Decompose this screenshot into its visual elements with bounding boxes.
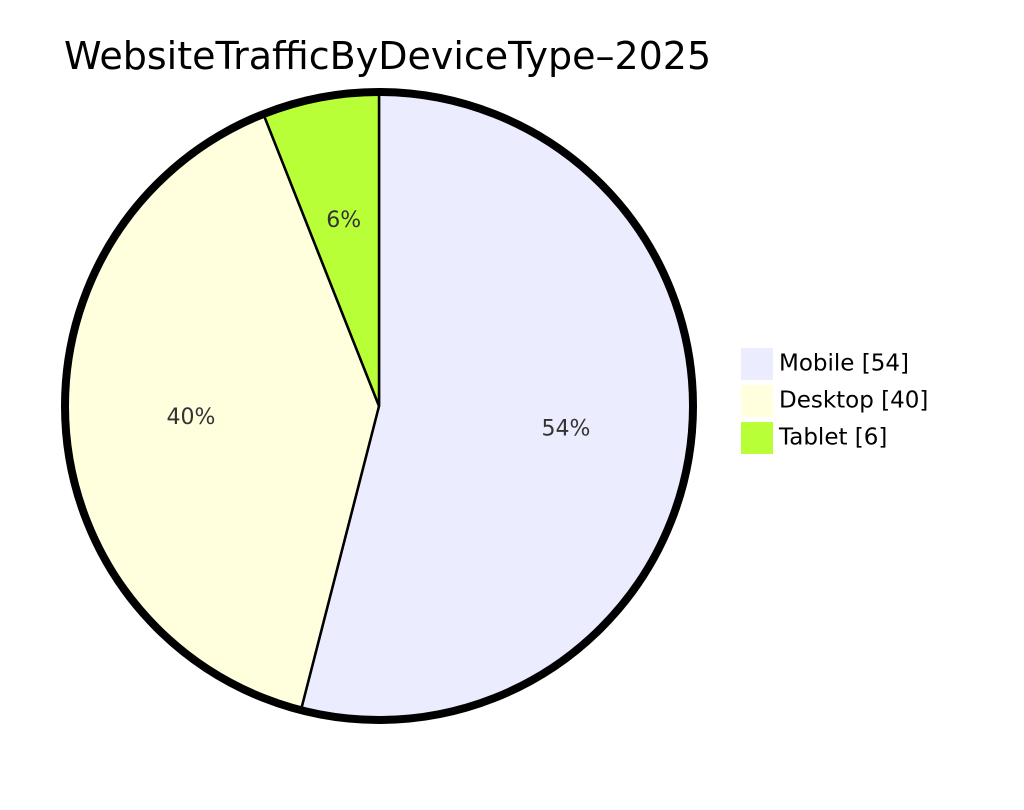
- slice-label-tablet: 6%: [326, 208, 361, 233]
- legend-label-mobile: Mobile [54]: [779, 351, 909, 377]
- slice-label-desktop: 40%: [167, 405, 216, 430]
- legend-label-desktop: Desktop [40]: [779, 388, 928, 414]
- slice-label-mobile: 54%: [541, 417, 590, 442]
- legend: Mobile [54] Desktop [40] Tablet [6]: [741, 348, 928, 454]
- slice-labels: 54% 40% 6%: [167, 208, 591, 442]
- chart-title: WebsiteTrafficByDeviceType–2025: [64, 34, 711, 78]
- legend-swatch-mobile: [741, 348, 773, 380]
- legend-swatch-tablet: [741, 422, 773, 454]
- legend-label-tablet: Tablet [6]: [778, 425, 887, 451]
- legend-swatch-desktop: [741, 385, 773, 417]
- pie-outline: [61, 88, 697, 724]
